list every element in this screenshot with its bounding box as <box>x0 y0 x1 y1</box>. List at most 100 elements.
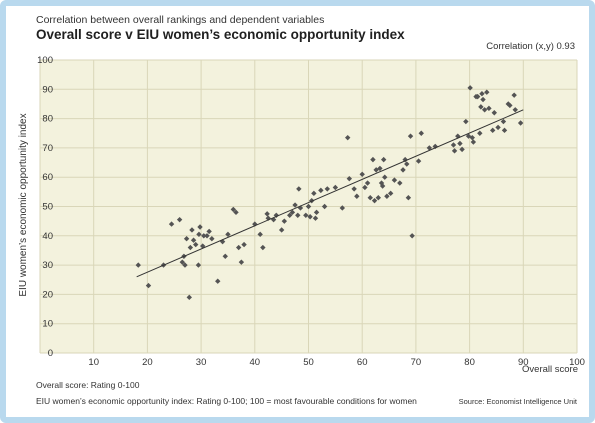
data-point <box>204 233 210 239</box>
x-tick-label: 20 <box>142 357 153 368</box>
chart-subtitle: Correlation between overall rankings and… <box>36 14 325 26</box>
x-tick-label: 40 <box>250 357 261 368</box>
data-point <box>380 156 387 163</box>
y-tick-label: 60 <box>42 172 53 183</box>
data-point <box>305 203 312 210</box>
data-point <box>209 236 215 242</box>
data-point <box>324 186 330 192</box>
data-point <box>201 233 207 239</box>
data-point <box>196 231 202 238</box>
data-points <box>135 85 524 301</box>
data-point <box>145 282 152 289</box>
data-point <box>345 134 351 141</box>
data-point <box>501 127 508 134</box>
data-point <box>332 184 339 191</box>
data-point <box>364 180 371 186</box>
data-point <box>370 156 376 163</box>
grid-lines <box>39 59 578 354</box>
data-point <box>397 180 403 186</box>
data-point <box>168 221 175 227</box>
data-point <box>373 167 379 173</box>
data-point <box>289 209 296 216</box>
data-point <box>405 195 412 201</box>
y-tick-label: 80 <box>42 114 53 125</box>
data-point <box>215 278 221 284</box>
data-point <box>479 90 485 97</box>
data-point <box>511 92 517 98</box>
data-point <box>235 244 242 251</box>
data-point <box>457 140 463 147</box>
data-point <box>517 120 524 126</box>
data-point <box>270 216 277 223</box>
data-point <box>512 107 518 113</box>
data-point <box>467 85 473 91</box>
chart-title: Overall score v EIU women’s economic opp… <box>36 27 405 42</box>
footnote-overall-score: Overall score: Rating 0-100 <box>36 380 140 390</box>
data-point <box>195 262 202 268</box>
data-point <box>179 259 186 265</box>
data-point <box>477 130 483 136</box>
data-point <box>260 244 266 251</box>
data-point <box>481 107 488 113</box>
data-point <box>318 187 324 194</box>
data-point <box>287 212 293 218</box>
data-point <box>313 209 320 216</box>
data-point <box>362 184 368 191</box>
data-point <box>379 183 386 189</box>
data-point <box>474 93 481 100</box>
data-point <box>187 244 194 251</box>
correlation-label: Correlation (x,y) 0.93 <box>486 41 575 52</box>
y-tick-label: 90 <box>42 84 53 95</box>
data-point <box>500 118 507 125</box>
data-point <box>193 241 199 248</box>
data-point <box>296 186 302 192</box>
y-tick-label: 10 <box>42 319 53 330</box>
data-point <box>484 89 490 95</box>
data-point <box>450 142 457 148</box>
data-point <box>407 133 414 139</box>
x-tick-label: 70 <box>411 357 422 368</box>
data-point <box>230 206 237 213</box>
data-point <box>400 167 406 173</box>
y-tick-label: 40 <box>42 231 53 242</box>
data-point <box>222 253 228 260</box>
data-point <box>377 165 383 172</box>
data-point <box>295 212 301 218</box>
data-point <box>351 186 357 192</box>
data-point <box>404 161 410 167</box>
data-point <box>489 127 496 134</box>
data-point <box>507 102 513 109</box>
data-point <box>233 209 239 216</box>
data-point <box>190 237 197 243</box>
source-label: Source: Economist Intelligence Unit <box>458 397 577 406</box>
data-point <box>418 130 424 136</box>
data-point <box>409 233 415 239</box>
y-tick-label: 50 <box>42 202 53 213</box>
data-point <box>182 262 188 268</box>
y-tick-label: 70 <box>42 143 53 154</box>
data-point <box>176 216 183 223</box>
data-point <box>346 175 353 182</box>
data-point <box>200 243 206 249</box>
tick-labels: 10 20 30 40 50 60 70 80 90 100 0 10 20 30 40 50 60 70 80 90… <box>37 55 585 368</box>
trend-line <box>136 109 524 278</box>
x-tick-label: 60 <box>357 357 368 368</box>
data-point <box>469 134 475 141</box>
x-tick-label: 100 <box>569 357 585 368</box>
data-point <box>303 212 309 218</box>
data-point <box>241 241 247 248</box>
data-point <box>297 205 304 211</box>
data-point <box>186 294 192 301</box>
data-point <box>225 231 231 238</box>
data-point <box>292 202 298 208</box>
x-tick-label: 90 <box>518 357 529 368</box>
x-tick-label: 10 <box>88 357 99 368</box>
data-point <box>415 158 422 164</box>
data-point <box>495 124 501 131</box>
data-point <box>311 190 317 197</box>
x-tick-label: 80 <box>464 357 475 368</box>
data-point <box>426 145 433 151</box>
data-point <box>391 177 398 183</box>
data-point <box>135 262 141 268</box>
